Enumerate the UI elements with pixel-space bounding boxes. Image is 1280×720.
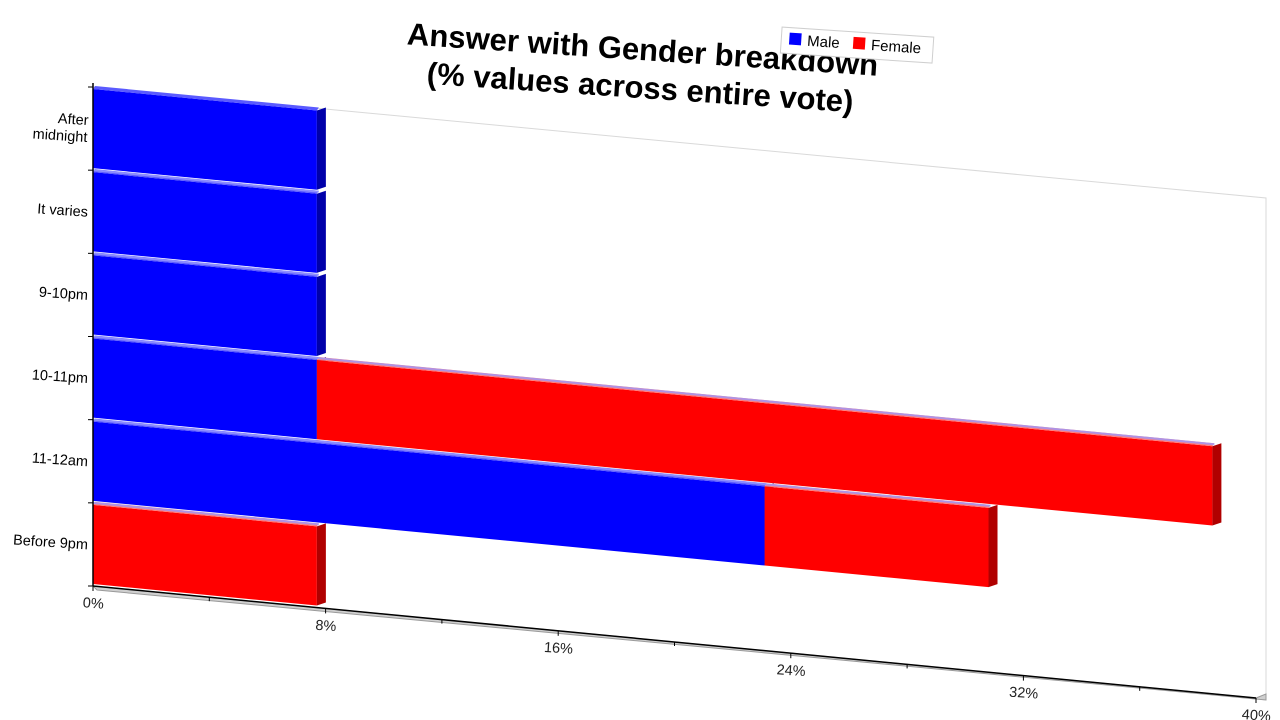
row-divider-1 xyxy=(92,169,319,193)
x-tick-label-3: 24% xyxy=(776,662,806,680)
bar-male-3 xyxy=(93,338,317,440)
x-tick-label-1: 8% xyxy=(315,618,337,635)
row-divider-5 xyxy=(92,501,319,526)
bar-side-female-4 xyxy=(988,504,998,588)
bars xyxy=(92,86,1222,606)
y-tick-label-5: Before 9pm xyxy=(13,532,89,553)
bar-side-male-2 xyxy=(316,273,326,357)
x-tick-label-5: 40% xyxy=(1241,707,1271,720)
bar-female-4 xyxy=(764,486,989,588)
bar-male-1 xyxy=(93,172,317,273)
legend: Male Female xyxy=(779,26,935,64)
row-divider-4 xyxy=(92,418,991,507)
bar-male-4 xyxy=(93,421,765,566)
bar-side-male-1 xyxy=(316,190,326,273)
x-tick-label-2: 16% xyxy=(543,640,573,658)
bar-female-3 xyxy=(316,360,1213,526)
bar-side-male-0 xyxy=(316,107,326,190)
legend-swatch-male xyxy=(788,32,802,46)
bar-side-female-3 xyxy=(1212,443,1222,526)
bar-male-0 xyxy=(93,89,317,190)
legend-label-male: Male xyxy=(807,33,841,52)
legend-label-female: Female xyxy=(871,37,922,57)
bar-top-male-0 xyxy=(93,86,319,111)
axes xyxy=(88,83,1267,703)
labels: Aftermidnight It varies 9-10pm 10-11pm 11-12… xyxy=(13,109,1272,720)
row-divider-3 xyxy=(92,335,1215,446)
y-tick-label-3: 10-11pm xyxy=(31,367,88,387)
y-tick-label-1: It varies xyxy=(37,201,89,220)
x-tick-label-0: 0% xyxy=(82,595,104,612)
bar-male-2 xyxy=(93,255,317,357)
bar-female-5 xyxy=(93,504,317,606)
y-tick-label-4: 11-12am xyxy=(31,451,88,471)
x-tick-label-4: 32% xyxy=(1009,685,1039,703)
y-tick-label-0: Aftermidnight xyxy=(32,109,89,146)
legend-swatch-female xyxy=(852,36,866,50)
row-divider-2 xyxy=(92,252,319,276)
y-tick-label-2: 9-10pm xyxy=(38,285,88,304)
bar-side-female-5 xyxy=(316,523,326,606)
